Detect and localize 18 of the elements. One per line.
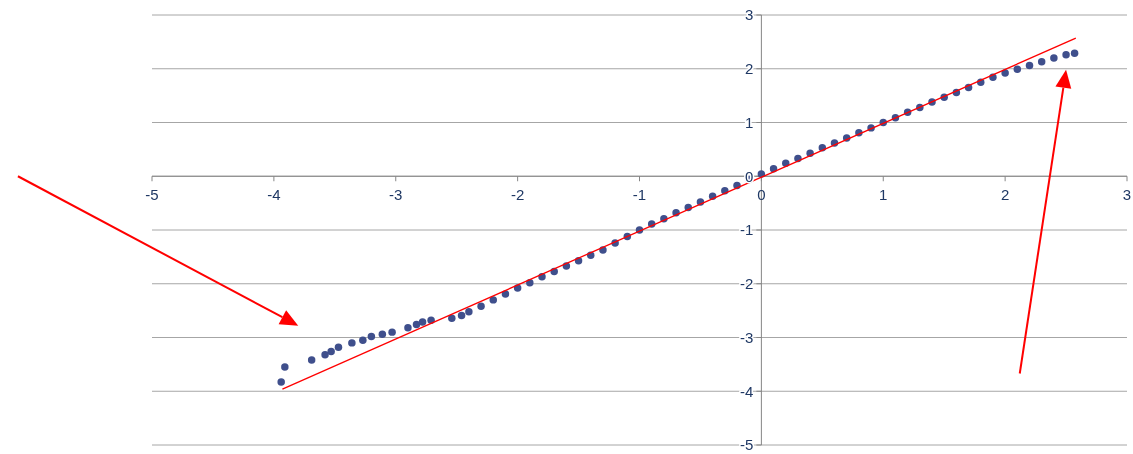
y-tick-label: -1 <box>740 221 754 239</box>
y-tick-label: -4 <box>740 382 754 400</box>
y-tick-label: -3 <box>740 328 754 346</box>
x-tick-label: -1 <box>632 186 647 204</box>
x-tick-label: 1 <box>879 186 888 204</box>
x-tick-label: -4 <box>267 186 281 204</box>
x-tick-label: -5 <box>145 186 159 204</box>
y-tick-label: 0 <box>745 167 754 185</box>
y-tick-label: -5 <box>740 436 754 454</box>
x-tick-label: 0 <box>757 186 766 204</box>
x-tick-label: -3 <box>389 186 403 204</box>
x-tick-label: 3 <box>1122 186 1132 204</box>
y-tick-label: -2 <box>740 275 754 292</box>
x-tick-label: 2 <box>1000 186 1010 204</box>
y-tick-label: 1 <box>745 113 754 131</box>
y-tick-label: 3 <box>745 6 754 24</box>
y-tick-label: 2 <box>745 60 754 77</box>
x-tick-label: -2 <box>510 186 525 204</box>
